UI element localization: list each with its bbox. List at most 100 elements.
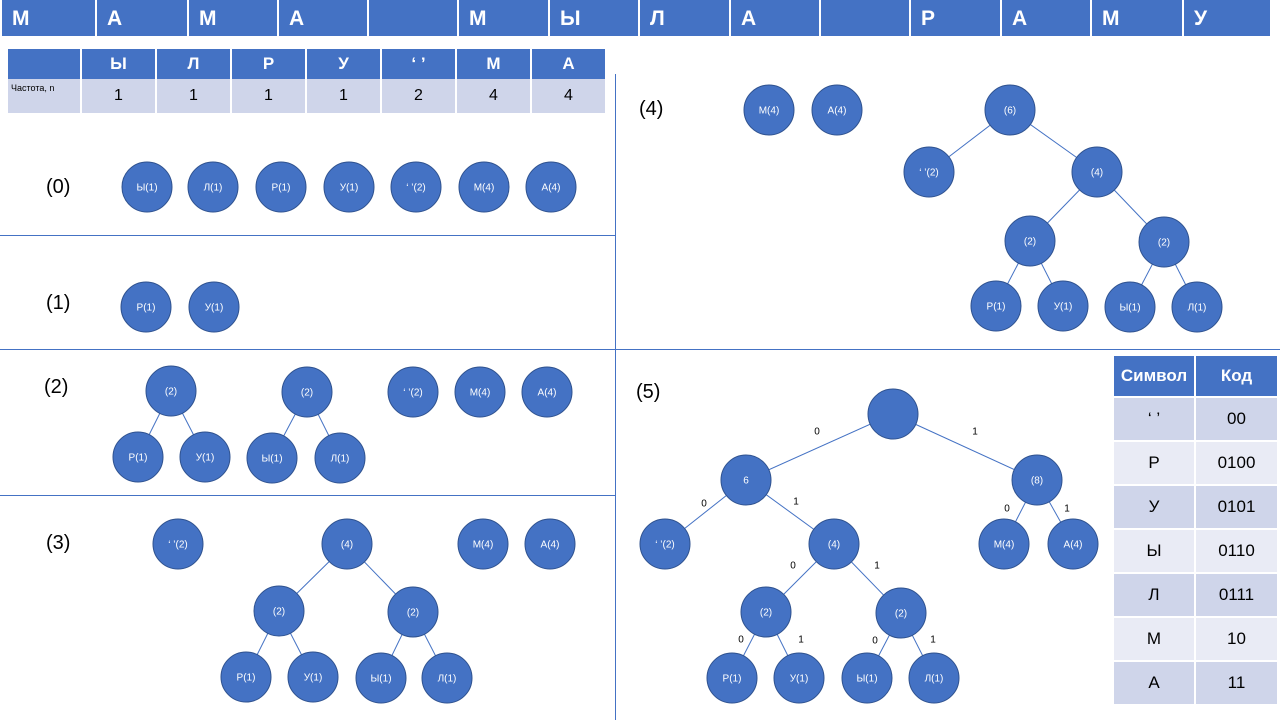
divider bbox=[0, 235, 616, 236]
edge-label: 0 bbox=[738, 635, 744, 646]
frequency-table: Ы Л Р У ‘ ’ М А Частота, n 1 1 1 1 2 4 4 bbox=[6, 49, 607, 113]
node-label: А(4) bbox=[828, 106, 847, 117]
tree-node: Л(1) bbox=[421, 652, 473, 704]
code-symbol: А bbox=[1114, 662, 1194, 704]
node-circle bbox=[1138, 216, 1190, 268]
sequence-cell: М bbox=[1092, 0, 1184, 36]
code-value: 0111 bbox=[1196, 574, 1277, 616]
tree-node: (8) bbox=[1011, 454, 1063, 506]
node-label: Л(1) bbox=[204, 183, 223, 194]
code-value: 11 bbox=[1196, 662, 1277, 704]
node-circle bbox=[188, 281, 240, 333]
node-circle bbox=[281, 366, 333, 418]
node-circle bbox=[121, 161, 173, 213]
edge-label: 0 bbox=[1004, 504, 1010, 515]
sequence-cell bbox=[369, 0, 459, 36]
node-circle bbox=[220, 651, 272, 703]
node-circle bbox=[1071, 146, 1123, 198]
node-label: Л(1) bbox=[331, 454, 350, 465]
tree-node: 6 bbox=[720, 454, 772, 506]
frequency-header-cell bbox=[8, 49, 80, 79]
node-label: (2) bbox=[895, 609, 907, 620]
frequency-header-cell: М bbox=[457, 49, 530, 79]
frequency-value: 1 bbox=[82, 79, 155, 113]
tree-node: ‘ ’(2) bbox=[903, 146, 955, 198]
tree-edge bbox=[892, 413, 1038, 481]
node-circle bbox=[984, 84, 1036, 136]
node-label: (2) bbox=[760, 608, 772, 619]
tree-node: (4) bbox=[321, 518, 373, 570]
node-circle bbox=[903, 146, 955, 198]
node-label: М(4) bbox=[994, 540, 1015, 551]
node-circle bbox=[706, 652, 758, 704]
node-circle bbox=[978, 518, 1030, 570]
node-label: Р(1) bbox=[237, 673, 256, 684]
tree-node: У(1) bbox=[287, 651, 339, 703]
tree-node: Ы(1) bbox=[121, 161, 173, 213]
frequency-value-row: Частота, n 1 1 1 1 2 4 4 bbox=[8, 79, 605, 113]
frequency-row-label: Частота, n bbox=[8, 79, 80, 113]
sequence-cell: А bbox=[97, 0, 189, 36]
tree-node: (4) bbox=[808, 518, 860, 570]
divider bbox=[0, 349, 1280, 350]
step-label-2: (2) bbox=[44, 376, 69, 398]
node-circle bbox=[387, 366, 439, 418]
tree-node: Р(1) bbox=[706, 652, 758, 704]
tree-node: (4) bbox=[1071, 146, 1123, 198]
node-circle bbox=[867, 388, 919, 440]
node-circle bbox=[743, 84, 795, 136]
tree-node: (2) bbox=[387, 586, 439, 638]
frequency-header-cell: А bbox=[532, 49, 605, 79]
step-label-3: (3) bbox=[46, 532, 71, 554]
node-circle bbox=[720, 454, 772, 506]
tree-node: Ы(1) bbox=[355, 652, 407, 704]
node-circle bbox=[1104, 281, 1156, 333]
node-label: (6) bbox=[1004, 106, 1016, 117]
tree-node bbox=[867, 388, 919, 440]
node-circle bbox=[875, 587, 927, 639]
node-label: (2) bbox=[407, 608, 419, 619]
sequence-cell: А bbox=[1002, 0, 1092, 36]
sequence-cell: М bbox=[2, 0, 97, 36]
node-circle bbox=[808, 518, 860, 570]
node-label: У(1) bbox=[790, 674, 809, 685]
node-label: ‘ ’(2) bbox=[655, 540, 674, 551]
node-label: ‘ ’(2) bbox=[403, 388, 422, 399]
edge-label: 1 bbox=[972, 427, 978, 438]
sequence-cell: Л bbox=[640, 0, 731, 36]
node-label: Ы(1) bbox=[370, 674, 391, 685]
sequence-cell: М bbox=[189, 0, 279, 36]
code-symbol: У bbox=[1114, 486, 1194, 528]
code-value: 0100 bbox=[1196, 442, 1277, 484]
node-circle bbox=[421, 652, 473, 704]
tree-node: М(4) bbox=[458, 161, 510, 213]
divider bbox=[0, 495, 616, 496]
tree-node: Л(1) bbox=[908, 652, 960, 704]
node-label: Р(1) bbox=[723, 674, 742, 685]
tree-node: Ы(1) bbox=[246, 432, 298, 484]
node-label: У(1) bbox=[340, 183, 359, 194]
tree-node: (6) bbox=[984, 84, 1036, 136]
node-label: ‘ ’(2) bbox=[168, 540, 187, 551]
edge-label: 1 bbox=[793, 497, 799, 508]
code-symbol: Ы bbox=[1114, 530, 1194, 572]
node-circle bbox=[773, 652, 825, 704]
sequence-cell: А bbox=[279, 0, 369, 36]
edge-label: 0 bbox=[790, 561, 796, 572]
node-label: Р(1) bbox=[987, 302, 1006, 313]
code-value: 10 bbox=[1196, 618, 1277, 660]
node-circle bbox=[323, 161, 375, 213]
node-label: У(1) bbox=[196, 453, 215, 464]
frequency-header-cell: Ы bbox=[82, 49, 155, 79]
node-label: А(4) bbox=[542, 183, 561, 194]
node-circle bbox=[355, 652, 407, 704]
node-label: (8) bbox=[1031, 476, 1043, 487]
node-label: Ы(1) bbox=[1119, 303, 1140, 314]
tree-node: М(4) bbox=[978, 518, 1030, 570]
node-label: (2) bbox=[165, 387, 177, 398]
code-symbol: Л bbox=[1114, 574, 1194, 616]
node-circle bbox=[457, 518, 509, 570]
tree-node: Р(1) bbox=[220, 651, 272, 703]
node-circle bbox=[145, 365, 197, 417]
divider bbox=[615, 74, 616, 720]
